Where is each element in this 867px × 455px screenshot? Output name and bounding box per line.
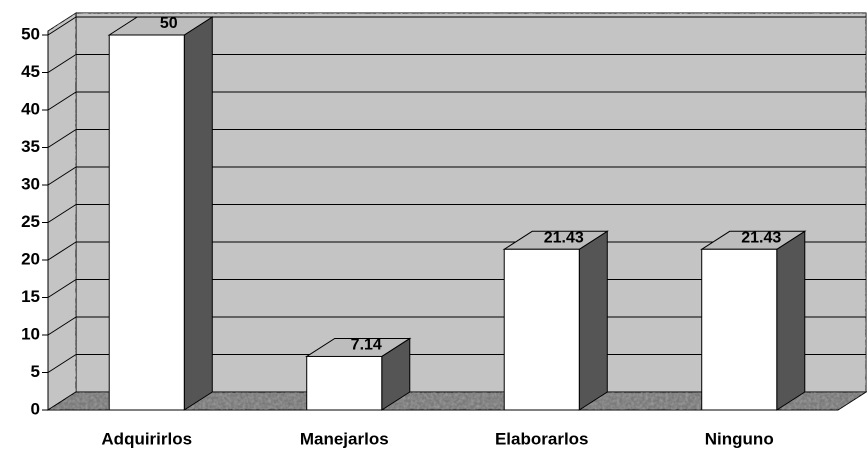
y-tick-label: 0	[31, 399, 40, 418]
grid-line	[47, 91, 77, 111]
data-label: 21.43	[544, 229, 584, 246]
grid-line	[47, 129, 77, 148]
y-tick-label: 25	[21, 212, 40, 231]
back-wall-texture	[76, 13, 866, 392]
floor-texture	[48, 392, 866, 410]
data-label: 50	[160, 15, 178, 32]
bar	[306, 355, 383, 411]
x-tick-label: Adquirirlos	[101, 429, 192, 448]
side-wall-texture	[48, 13, 76, 410]
grid-line	[47, 316, 77, 336]
grid-line	[47, 166, 77, 186]
bar-side	[183, 16, 213, 411]
x-tick-label: Ninguno	[705, 429, 774, 448]
x-tick-label: Manejarlos	[300, 429, 389, 448]
grid-line	[47, 279, 77, 298]
bar-side	[578, 230, 608, 411]
bar	[503, 248, 580, 411]
grid-line	[47, 54, 77, 73]
y-tick-label: 30	[21, 174, 40, 193]
y-tick-label: 40	[21, 99, 40, 118]
y-tick-label: 50	[21, 24, 40, 43]
y-tick-label: 20	[21, 249, 40, 268]
y-tick-label: 10	[21, 324, 40, 343]
x-tick-label: Elaborarlos	[495, 429, 589, 448]
grid-line	[47, 241, 77, 261]
y-tick-label: 5	[31, 362, 40, 381]
y-tick-label: 15	[21, 287, 40, 306]
bar	[701, 248, 778, 411]
data-label: 7.14	[351, 337, 382, 354]
bar-side	[776, 230, 806, 411]
grid-line	[47, 204, 77, 223]
grid-line	[47, 354, 77, 373]
y-tick-label: 35	[21, 137, 40, 156]
bar	[108, 34, 185, 411]
y-tick-label: 45	[21, 62, 40, 81]
data-label: 21.43	[741, 229, 781, 246]
grid-line	[47, 16, 77, 36]
